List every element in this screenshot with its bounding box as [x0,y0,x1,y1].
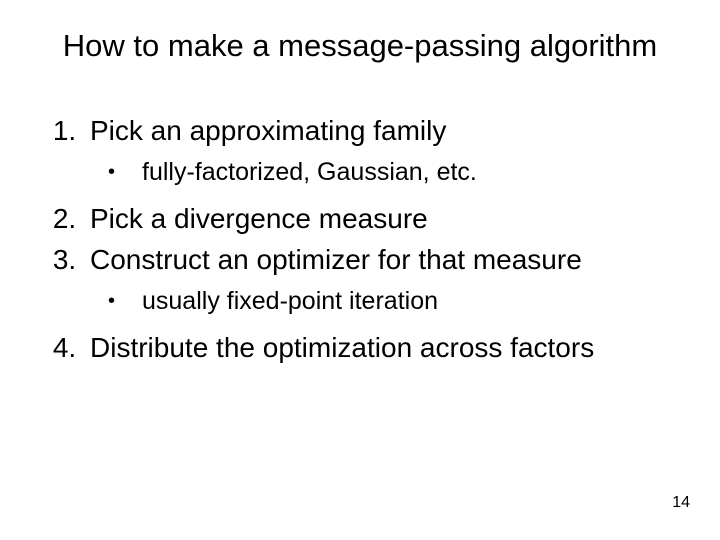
sub-list: fully-factorized, Gaussian, etc. [90,156,690,190]
slide-body: Pick an approximating family fully-facto… [30,112,690,371]
list-item: Distribute the optimization across facto… [84,329,690,367]
list-item: Construct an optimizer for that measure … [84,241,690,319]
slide: How to make a message-passing algorithm … [0,0,720,540]
sub-list-item: fully-factorized, Gaussian, etc. [108,156,690,190]
sub-list-item: usually fixed-point iteration [108,285,690,319]
page-number: 14 [672,494,690,512]
slide-title: How to make a message-passing algorithm [0,28,720,64]
list-item: Pick an approximating family fully-facto… [84,112,690,190]
sub-list-item-text: fully-factorized, Gaussian, etc. [142,158,477,186]
list-item: Pick a divergence measure [84,200,690,238]
list-item-text: Distribute the optimization across facto… [90,332,594,363]
numbered-list: Pick an approximating family fully-facto… [30,112,690,367]
list-item-text: Pick a divergence measure [90,203,428,234]
sub-list: usually fixed-point iteration [90,285,690,319]
sub-list-item-text: usually fixed-point iteration [142,287,438,315]
list-item-text: Pick an approximating family [90,115,446,146]
list-item-text: Construct an optimizer for that measure [90,244,582,275]
